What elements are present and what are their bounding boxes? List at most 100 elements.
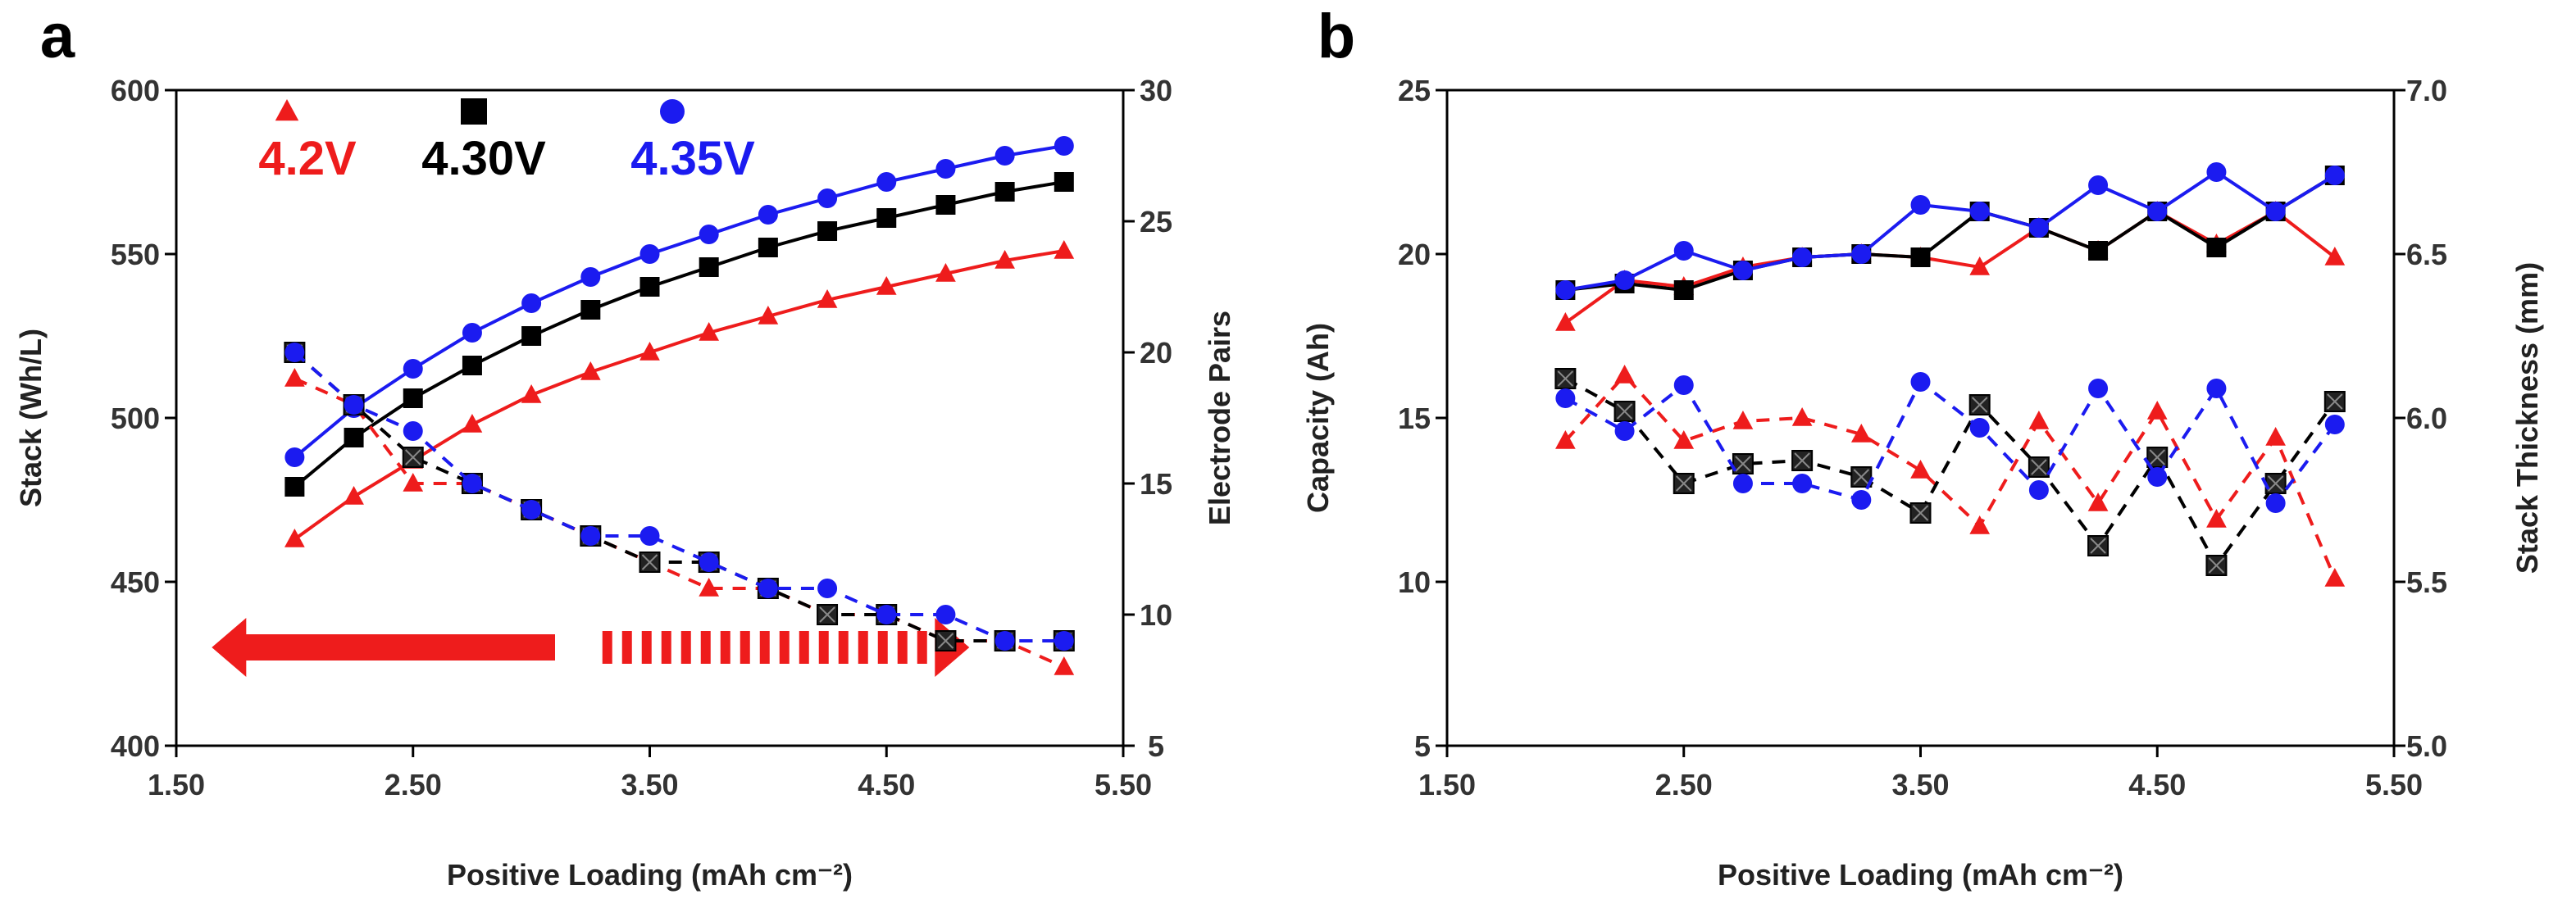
x-tick-label: 4.50 xyxy=(2128,768,2186,801)
point-circle xyxy=(2028,218,2049,238)
dashed-arrow-segment xyxy=(858,631,868,664)
point-square-x-cross xyxy=(1735,456,1751,472)
y2-tick-label: 6.5 xyxy=(2406,238,2447,271)
point-circle xyxy=(1969,418,1990,438)
point-circle xyxy=(699,552,719,572)
point-circle xyxy=(2088,175,2109,195)
point-circle xyxy=(817,579,838,598)
point-circle xyxy=(1054,136,1074,156)
point-circle xyxy=(1054,631,1074,651)
point-circle xyxy=(2324,166,2345,185)
point-square xyxy=(758,238,778,257)
point-circle xyxy=(1910,195,1931,215)
x-tick-label: 1.50 xyxy=(148,768,205,801)
point-circle xyxy=(1673,241,1694,261)
point-circle xyxy=(403,421,423,441)
point-circle xyxy=(1673,375,1694,395)
point-square xyxy=(994,182,1015,202)
panel-a: 1.50 2.50 3.50 4.50 5.50 400 450 500 550 600 5 10 15… xyxy=(14,2,1236,892)
point-triangle xyxy=(639,342,660,361)
dashed-arrow-segment xyxy=(740,631,750,664)
x-tick-label: 3.50 xyxy=(1891,768,1949,801)
point-square xyxy=(817,221,838,241)
point-square-x-cross xyxy=(405,449,421,465)
point-triangle xyxy=(2206,509,2227,528)
point-circle xyxy=(876,172,897,192)
point-triangle xyxy=(1791,407,1813,426)
point-circle xyxy=(2088,379,2109,398)
point-circle xyxy=(935,605,956,624)
point-square xyxy=(2206,238,2227,257)
point-triangle xyxy=(699,322,720,341)
point-triangle xyxy=(1555,430,1576,449)
point-square xyxy=(1054,172,1074,192)
x-axis-label: Positive Loading (mAh cm⁻²) xyxy=(1718,858,2123,892)
series-line xyxy=(294,351,1064,642)
point-square-x-cross xyxy=(1853,469,1870,485)
point-triangle xyxy=(2087,493,2109,511)
solid-arrow-left xyxy=(212,618,555,677)
point-circle xyxy=(580,526,601,546)
point-triangle xyxy=(1969,515,1991,534)
legend-marker-triangle xyxy=(275,99,299,121)
y2-tick-label: 6.0 xyxy=(2406,402,2447,435)
point-circle xyxy=(699,225,719,244)
point-square-x-cross xyxy=(819,606,835,623)
point-square xyxy=(462,356,482,375)
point-circle xyxy=(580,267,601,287)
point-circle xyxy=(1910,372,1931,392)
point-square-x-cross xyxy=(2267,475,2284,492)
point-square xyxy=(1673,280,1694,300)
point-square xyxy=(1910,247,1931,267)
dashed-arrow-segment xyxy=(897,631,908,664)
legend-label: 4.35V xyxy=(630,132,755,185)
y2-tick-label: 7.0 xyxy=(2406,74,2447,107)
dashed-arrow-segment xyxy=(838,631,849,664)
y2-tick-label: 30 xyxy=(1140,74,1172,107)
point-triangle xyxy=(2028,411,2050,429)
point-circle xyxy=(462,323,482,343)
point-square xyxy=(403,388,423,408)
point-circle xyxy=(2147,202,2168,221)
x-tick-label: 1.50 xyxy=(1418,768,1476,801)
dashed-arrow-segment xyxy=(602,631,612,664)
point-triangle xyxy=(521,384,542,403)
dashed-arrow-segment xyxy=(759,631,770,664)
point-square-x-cross xyxy=(1912,505,1929,521)
point-circle xyxy=(994,631,1015,651)
point-square-x-cross xyxy=(2031,459,2047,475)
point-triangle xyxy=(758,306,779,325)
legend-label: 4.30V xyxy=(421,132,546,185)
y-tick-label: 400 xyxy=(111,729,160,763)
point-circle xyxy=(1555,280,1576,300)
point-triangle xyxy=(1969,256,1991,275)
point-triangle xyxy=(1054,240,1075,259)
point-triangle xyxy=(284,529,305,547)
point-circle xyxy=(2206,379,2227,398)
point-square-x-cross xyxy=(2090,538,2106,554)
point-triangle xyxy=(2324,568,2346,587)
point-circle xyxy=(758,205,778,225)
point-circle xyxy=(1851,244,1872,264)
point-square-x-cross xyxy=(1676,475,1692,492)
series-line xyxy=(1564,377,2337,569)
y-tick-label: 500 xyxy=(111,402,160,435)
point-triangle xyxy=(1850,424,1872,443)
dashed-arrow-segment xyxy=(779,631,790,664)
point-square xyxy=(876,208,897,228)
x-tick-label: 2.50 xyxy=(1655,768,1713,801)
series-line xyxy=(1564,209,2337,325)
x-tick-label: 5.50 xyxy=(2365,768,2423,801)
point-circle xyxy=(2206,162,2227,182)
x-tick-label: 4.50 xyxy=(858,768,915,801)
point-triangle xyxy=(699,578,720,597)
series-line xyxy=(1565,170,2336,292)
series-line xyxy=(294,144,1065,459)
point-circle xyxy=(1969,202,1990,221)
series-line xyxy=(1564,379,2337,506)
point-square-x-cross xyxy=(1794,452,1810,469)
point-triangle xyxy=(284,368,305,387)
y-tick-label: 10 xyxy=(1398,565,1431,599)
point-square xyxy=(639,277,660,297)
